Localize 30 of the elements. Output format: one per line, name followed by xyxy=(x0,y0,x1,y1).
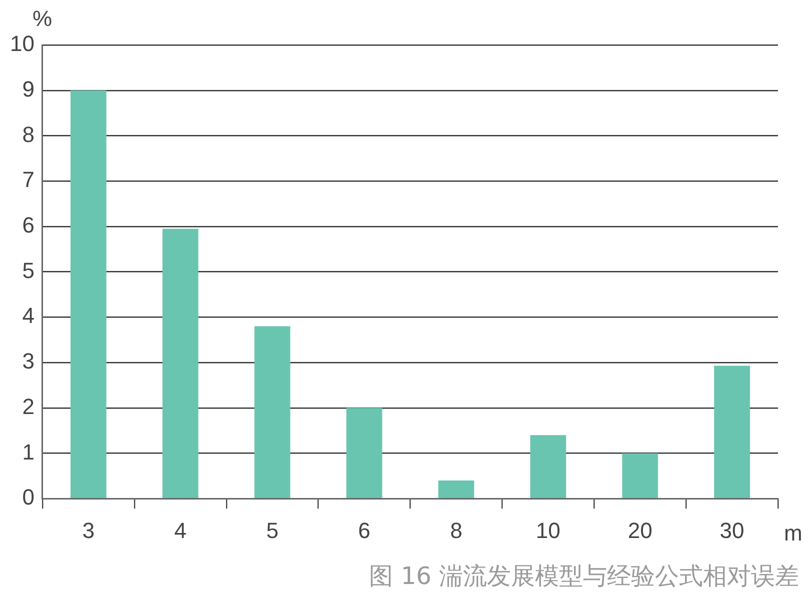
y-tick-label: 0 xyxy=(22,484,34,510)
x-tick-label: 6 xyxy=(358,518,370,543)
bar xyxy=(346,408,382,498)
x-axis-title: m xyxy=(784,520,802,546)
bar xyxy=(70,90,106,498)
bar xyxy=(622,453,658,498)
bar xyxy=(530,435,566,498)
bar xyxy=(714,366,750,498)
y-tick-label: 9 xyxy=(22,76,34,102)
y-tick-label: 10 xyxy=(10,31,34,56)
y-tick-label: 6 xyxy=(22,212,34,238)
bar xyxy=(438,480,474,498)
y-tick-label: 5 xyxy=(22,258,34,283)
x-tick-label: 4 xyxy=(174,518,187,543)
y-tick-label: 3 xyxy=(22,348,34,374)
y-tick-label: 1 xyxy=(22,439,34,464)
y-tick-label: 7 xyxy=(22,167,34,192)
caption: 图 16 湍流发展模型与经验公式相对误差 xyxy=(369,561,799,592)
x-tick-label: 8 xyxy=(450,518,462,543)
x-tick-label: 10 xyxy=(536,518,560,543)
x-tick-label: 5 xyxy=(266,518,278,543)
y-axis-title: % xyxy=(32,6,52,32)
y-tick-label: 4 xyxy=(22,303,34,328)
x-tick-label: 30 xyxy=(720,518,744,543)
bar xyxy=(162,228,198,498)
x-tick-label: 20 xyxy=(628,518,652,543)
y-tick-label: 8 xyxy=(22,122,34,147)
y-tick-label: 2 xyxy=(22,394,34,419)
x-tick-label: 3 xyxy=(82,518,95,543)
bar xyxy=(254,326,290,498)
